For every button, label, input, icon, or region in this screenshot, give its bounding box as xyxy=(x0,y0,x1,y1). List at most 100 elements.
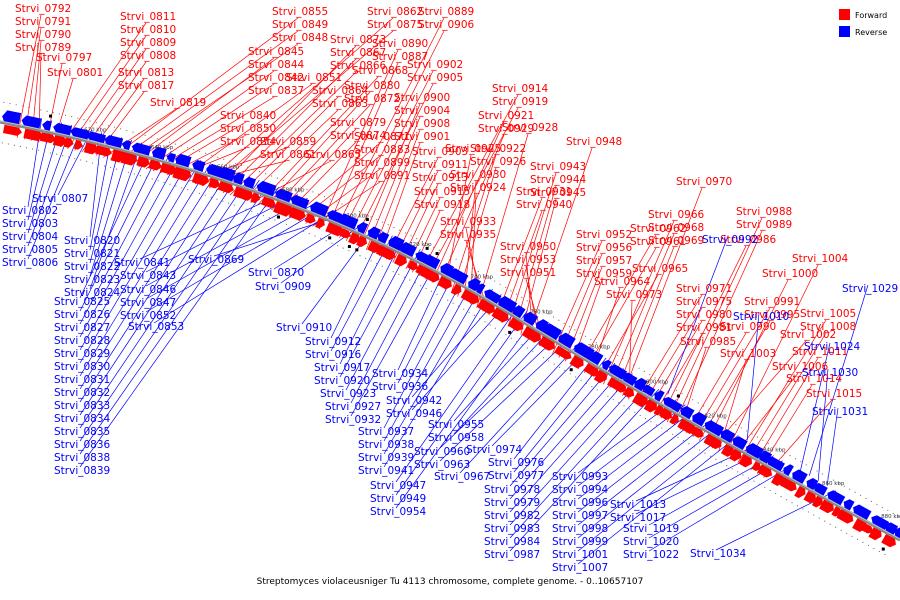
gene-label[interactable]: Strvi_0880 xyxy=(344,80,400,92)
gene-label[interactable]: Strvi_0947 xyxy=(370,480,426,492)
forward-gene-glyph[interactable] xyxy=(39,132,56,144)
forward-gene-glyph[interactable] xyxy=(2,124,22,136)
gene-label[interactable]: Strvi_0925 xyxy=(445,143,501,155)
gene-label[interactable]: Strvi_0820 xyxy=(64,235,120,247)
gene-label[interactable]: Strvi_0827 xyxy=(54,322,110,334)
gene-label[interactable]: Strvi_0919 xyxy=(492,96,548,108)
gene-label[interactable]: Strvi_0983 xyxy=(484,523,540,535)
forward-gene-glyph[interactable] xyxy=(669,413,679,425)
gene-label[interactable]: Strvi_0998 xyxy=(552,523,608,535)
reverse-gene-glyph[interactable] xyxy=(853,504,872,521)
forward-gene-glyph[interactable] xyxy=(607,377,627,393)
gene-label[interactable]: Strvi_1007 xyxy=(552,562,608,574)
forward-gene-glyph[interactable] xyxy=(460,288,479,305)
gene-label[interactable]: Strvi_0843 xyxy=(120,270,176,282)
gene-label[interactable]: Strvi_0944 xyxy=(530,174,587,186)
forward-gene-glyph[interactable] xyxy=(325,221,344,237)
gene-label[interactable]: Strvi_0846 xyxy=(120,284,177,296)
gene-label[interactable]: Strvi_0808 xyxy=(120,50,176,62)
gene-label[interactable]: Strvi_0948 xyxy=(566,136,622,148)
gene-label[interactable]: Strvi_0826 xyxy=(54,309,111,321)
gene-label[interactable]: Strvi_0900 xyxy=(394,92,450,104)
reverse-gene-glyph[interactable] xyxy=(42,120,52,132)
gene-label[interactable]: Strvi_0792 xyxy=(15,3,71,15)
gene-label[interactable]: Strvi_0850 xyxy=(220,123,276,135)
forward-gene-glyph[interactable] xyxy=(779,476,797,492)
gene-label[interactable]: Strvi_0802 xyxy=(2,205,58,217)
gene-label[interactable]: Strvi_0914 xyxy=(492,83,549,95)
forward-gene-glyph[interactable] xyxy=(407,260,419,271)
gene-label[interactable]: Strvi_0839 xyxy=(54,465,110,477)
gene-label[interactable]: Strvi_0861 xyxy=(260,149,316,161)
gene-label[interactable]: Strvi_0811 xyxy=(120,11,176,23)
gene-label[interactable]: Strvi_0931 xyxy=(516,186,572,198)
gene-label[interactable]: Strvi_0955 xyxy=(428,419,484,431)
gene-label[interactable]: Strvi_1006 xyxy=(772,361,829,373)
gene-label[interactable]: Strvi_0971 xyxy=(676,283,732,295)
forward-gene-glyph[interactable] xyxy=(148,159,162,171)
gene-label[interactable]: Strvi_0875 xyxy=(367,19,423,31)
gene-label[interactable]: Strvi_0910 xyxy=(276,322,332,334)
gene-label[interactable]: Strvi_0832 xyxy=(54,387,110,399)
reverse-gene-glyph[interactable] xyxy=(86,131,106,144)
gene-label[interactable]: Strvi_0834 xyxy=(54,413,111,425)
gene-label[interactable]: Strvi_0981 xyxy=(676,322,732,334)
forward-gene-glyph[interactable] xyxy=(233,185,254,201)
reverse-gene-glyph[interactable] xyxy=(131,142,152,156)
reverse-gene-glyph[interactable] xyxy=(766,456,785,472)
gene-label[interactable]: Strvi_0797 xyxy=(36,52,92,64)
gene-label[interactable]: Strvi_0946 xyxy=(386,408,443,420)
forward-gene-glyph[interactable] xyxy=(375,244,396,261)
gene-label[interactable]: Strvi_0929 xyxy=(478,123,534,135)
gene-label[interactable]: Strvi_0945 xyxy=(530,187,586,199)
forward-gene-glyph[interactable] xyxy=(261,196,276,208)
gene-label[interactable]: Strvi_0838 xyxy=(54,452,110,464)
gene-label[interactable]: Strvi_0909 xyxy=(255,281,311,293)
gene-label[interactable]: Strvi_0958 xyxy=(428,432,484,444)
gene-label[interactable]: Strvi_0997 xyxy=(552,510,608,522)
gene-label[interactable]: Strvi_0824 xyxy=(64,287,121,299)
gene-label[interactable]: Strvi_0867 xyxy=(330,47,386,59)
gene-label[interactable]: Strvi_0810 xyxy=(120,24,176,36)
gene-label[interactable]: Strvi_0872 xyxy=(344,93,400,105)
forward-gene-glyph[interactable] xyxy=(83,141,98,155)
gene-label[interactable]: Strvi_0853 xyxy=(128,321,184,333)
gene-label[interactable]: Strvi_0890 xyxy=(372,38,428,50)
reverse-gene-glyph[interactable] xyxy=(423,254,441,271)
gene-label[interactable]: Strvi_0866 xyxy=(330,60,387,72)
gene-label[interactable]: Strvi_0906 xyxy=(418,19,475,31)
gene-label[interactable]: Strvi_0928 xyxy=(502,122,558,134)
reverse-gene-glyph[interactable] xyxy=(357,222,369,236)
gene-label[interactable]: Strvi_0957 xyxy=(576,255,632,267)
forward-gene-glyph[interactable] xyxy=(811,494,823,508)
gene-label[interactable]: Strvi_0822 xyxy=(64,261,120,273)
reverse-gene-glyph[interactable] xyxy=(642,384,656,397)
gene-label[interactable]: Strvi_0908 xyxy=(394,118,450,130)
gene-label[interactable]: Strvi_0993 xyxy=(552,471,608,483)
forward-gene-glyph[interactable] xyxy=(450,282,462,295)
gene-label[interactable]: Strvi_1030 xyxy=(802,367,858,379)
gene-label[interactable]: Strvi_1002 xyxy=(780,329,836,341)
reverse-gene-glyph[interactable] xyxy=(704,420,725,438)
gene-label[interactable]: Strvi_0865 xyxy=(305,149,361,161)
gene-label[interactable]: Strvi_0999 xyxy=(552,536,608,548)
gene-label[interactable]: Strvi_0873 xyxy=(330,34,386,46)
gene-label[interactable]: Strvi_0985 xyxy=(680,336,736,348)
gene-label[interactable]: Strvi_1003 xyxy=(720,348,776,360)
gene-label[interactable]: Strvi_0990 xyxy=(720,321,776,333)
gene-label[interactable]: Strvi_0951 xyxy=(500,267,556,279)
gene-label[interactable]: Strvi_0968 xyxy=(648,222,704,234)
forward-gene-glyph[interactable] xyxy=(94,145,112,157)
gene-label[interactable]: Strvi_1005 xyxy=(800,308,856,320)
gene-label[interactable]: Strvi_0943 xyxy=(530,161,586,173)
gene-label[interactable]: Strvi_0918 xyxy=(414,199,470,211)
gene-label[interactable]: Strvi_0935 xyxy=(440,229,496,241)
reverse-gene-glyph[interactable] xyxy=(290,195,310,210)
gene-label[interactable]: Strvi_0887 xyxy=(372,51,428,63)
gene-label[interactable]: Strvi_0864 xyxy=(312,85,369,97)
forward-gene-glyph[interactable] xyxy=(208,177,221,189)
gene-label[interactable]: Strvi_0905 xyxy=(407,72,463,84)
gene-label[interactable]: Strvi_0933 xyxy=(440,216,496,228)
forward-gene-glyph[interactable] xyxy=(339,228,352,239)
gene-label[interactable]: Strvi_0842 xyxy=(248,72,304,84)
